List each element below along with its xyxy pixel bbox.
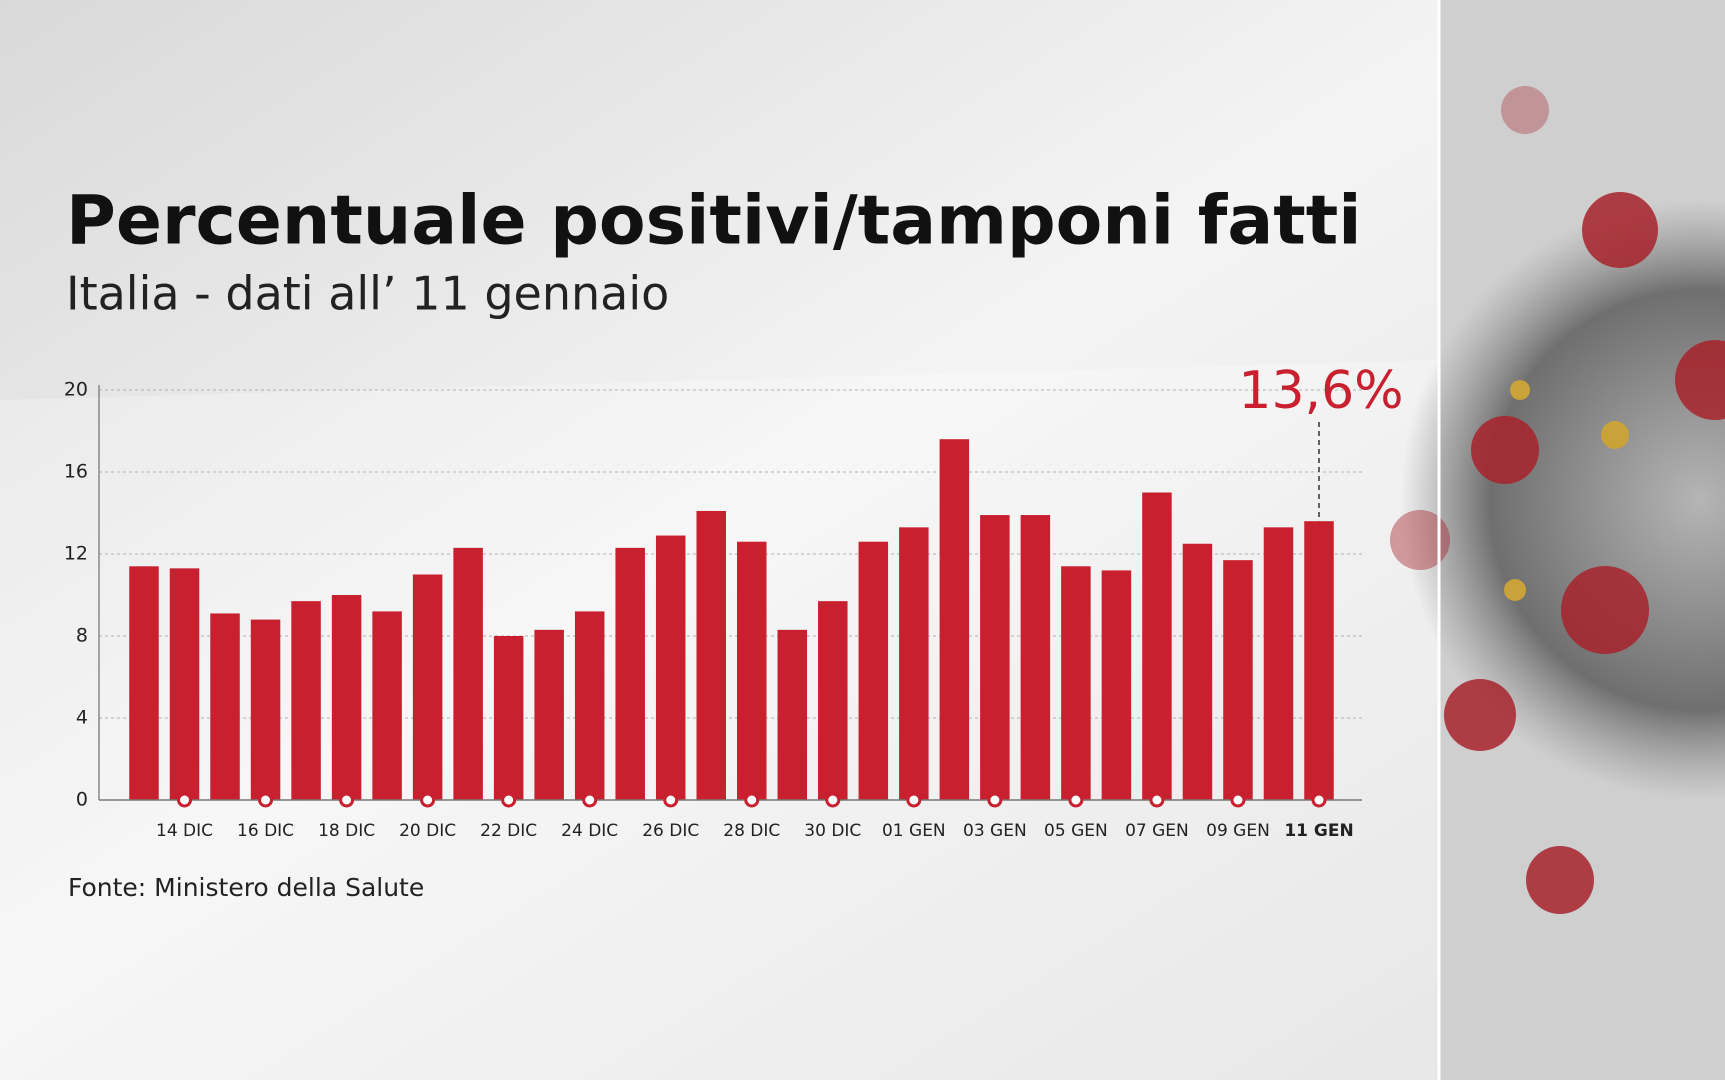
bar [777, 629, 808, 800]
x-tick-label: 18 DIC [318, 821, 375, 841]
x-tick-label: 14 DIC [156, 821, 213, 841]
y-tick-label: 16 [64, 461, 88, 483]
tick-dot [177, 792, 193, 808]
plot-area: 0 4 8 12 16 20 14 DIC 16 DIC 18 DIC 20 DIC 22 DIC 2… [64, 361, 1404, 841]
bar [1182, 543, 1213, 800]
chart-title: Percentuale positivi/tamponi fatti [66, 182, 1362, 261]
bar [493, 636, 524, 800]
x-tick-label: 20 DIC [399, 821, 456, 841]
chart-subtitle: Italia - dati all’ 11 gennaio [66, 267, 669, 321]
bar [250, 619, 281, 800]
bar [1061, 566, 1091, 800]
virus-image [1400, 200, 1725, 800]
tick-dot [582, 792, 598, 808]
y-tick-label: 8 [76, 625, 88, 647]
x-tick-label: 05 GEN [1044, 821, 1108, 841]
tick-dot [906, 792, 922, 808]
x-tick-label: 01 GEN [882, 821, 946, 841]
y-tick-label: 12 [64, 543, 88, 565]
x-tick-label: 28 DIC [723, 821, 780, 841]
bar [980, 515, 1010, 800]
bar [737, 541, 767, 800]
bar [1263, 527, 1294, 800]
tick-dot [339, 792, 355, 808]
bar [169, 568, 200, 800]
bar [372, 611, 402, 800]
tick-dot [663, 792, 679, 808]
tick-dot [987, 792, 1003, 808]
bar [412, 574, 443, 800]
x-tick-label: 07 GEN [1125, 821, 1189, 841]
bar [291, 601, 321, 800]
y-tick-label: 0 [76, 789, 88, 811]
x-tick-label: 03 GEN [963, 821, 1027, 841]
bar [453, 547, 483, 800]
bar [858, 541, 889, 800]
bar [129, 566, 159, 800]
y-tick-label: 20 [64, 379, 88, 401]
tick-dot [744, 792, 760, 808]
tick-dot [420, 792, 436, 808]
bar [1304, 521, 1334, 800]
tick-dot [258, 792, 274, 808]
x-tick-label: 16 DIC [237, 821, 294, 841]
x-tick-label: 11 GEN [1284, 821, 1353, 841]
bar [696, 510, 726, 800]
bar [1101, 570, 1132, 800]
tick-dot [501, 792, 517, 808]
bar [1223, 560, 1253, 800]
tick-dot [1311, 792, 1327, 808]
x-tick-label: 30 DIC [804, 821, 861, 841]
x-tick-label: 09 GEN [1206, 821, 1270, 841]
bar [939, 439, 970, 800]
tick-dot [825, 792, 841, 808]
virus-spikes [1390, 86, 1725, 914]
value-label: 13,6% [1238, 361, 1403, 421]
bar [655, 535, 686, 800]
bar [574, 611, 605, 800]
bar [210, 613, 240, 800]
tick-dot [1230, 792, 1246, 808]
bar [1142, 492, 1172, 800]
source: Fonte: Ministero della Salute [68, 873, 424, 902]
bar [818, 601, 848, 800]
bar [615, 547, 645, 800]
x-tick-label: 24 DIC [561, 821, 618, 841]
bar [899, 527, 929, 800]
y-tick-label: 4 [76, 707, 88, 729]
x-tick-label: 22 DIC [480, 821, 537, 841]
x-tick-label: 26 DIC [642, 821, 699, 841]
tick-dot [1068, 792, 1084, 808]
bar [1020, 515, 1051, 800]
bar [534, 629, 564, 800]
virus-dots [1504, 380, 1629, 601]
bar [331, 595, 362, 800]
tick-dot [1149, 792, 1165, 808]
